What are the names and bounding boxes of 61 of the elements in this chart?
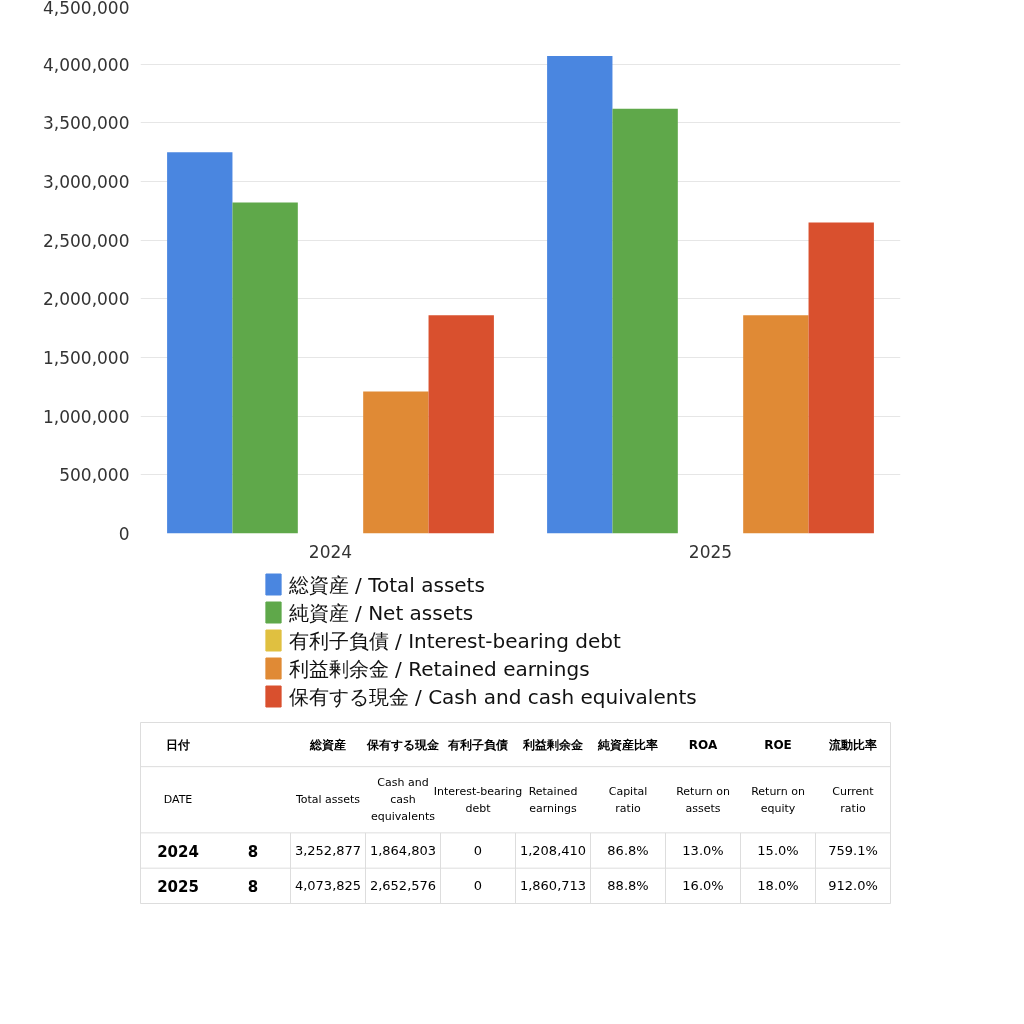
y-tick-label: 2,000,000 <box>42 289 130 310</box>
text: 2,652,576 <box>369 878 437 894</box>
y-tick-label: 4,500,000 <box>42 0 130 18</box>
text: 1,864,803 <box>369 843 437 859</box>
y-tick-label: 3,500,000 <box>42 113 130 134</box>
text: 1,860,713 <box>519 878 587 894</box>
text: Cash and cash equivalents <box>371 776 436 824</box>
y-tick-label: 4,000,000 <box>42 54 130 75</box>
text: Total assets <box>294 793 361 807</box>
text: Interest-bearing debt <box>433 784 523 815</box>
y-tick-label: 2,500,000 <box>42 230 130 251</box>
category-label: 保有する現金 <box>366 737 440 752</box>
text: 759.1% <box>828 843 878 859</box>
legend-label: 有利子負債 / Interest-bearing debt <box>288 628 621 653</box>
legend-label: 保有する現金 / Cash and cash equivalents <box>288 684 697 709</box>
text: 86.8% <box>607 843 649 859</box>
text: 1,208,410 <box>519 843 587 859</box>
category-label: 利益剰余金 <box>522 737 584 752</box>
bar <box>547 55 613 534</box>
text: 912.0% <box>828 878 878 894</box>
text: DATE <box>163 793 193 807</box>
text: 18.0% <box>757 878 799 894</box>
text: 0 <box>473 843 483 859</box>
text: 2024 <box>157 842 199 861</box>
category-label: ROA <box>688 737 718 752</box>
text: Current ratio <box>832 784 875 815</box>
text: 16.0% <box>682 878 724 894</box>
text: 4,073,825 <box>294 878 362 894</box>
text: 88.8% <box>607 878 649 894</box>
category-label: ROE <box>764 737 792 752</box>
bar <box>428 315 494 534</box>
text: 15.0% <box>757 843 799 859</box>
y-tick-label: 1,000,000 <box>42 406 130 427</box>
text: 3,252,877 <box>294 843 362 859</box>
category-label: 日付 <box>166 737 190 752</box>
text: Return on equity <box>751 784 805 815</box>
text: Capital ratio <box>608 784 648 815</box>
text: 8 <box>247 842 259 861</box>
category-label: 純資産比率 <box>597 737 658 752</box>
bar <box>808 222 874 534</box>
category-label: 総資産 <box>309 737 346 752</box>
text: 13.0% <box>682 843 724 859</box>
bar <box>232 202 298 534</box>
bar <box>743 315 809 534</box>
text: Retained earnings <box>528 784 578 815</box>
y-tick-label: 500,000 <box>59 465 130 486</box>
y-tick-label: 1,500,000 <box>42 348 130 368</box>
y-tick-label: 0 <box>118 524 130 544</box>
text: Return on assets <box>676 784 730 815</box>
y-tick-label: 3,000,000 <box>42 172 130 192</box>
text: 2025 <box>157 877 199 896</box>
legend-label: 総資産 / Total assets <box>287 572 485 597</box>
bar <box>167 152 233 534</box>
text: 8 <box>247 877 259 896</box>
legend-label: 利益剰余金 / Retained earnings <box>288 656 590 681</box>
legend-label: 純資産 / Net assets <box>288 600 474 625</box>
bar <box>612 108 678 534</box>
category-label: 流動比率 <box>828 737 877 752</box>
text: 0 <box>473 878 483 894</box>
bar <box>363 391 429 534</box>
category-label: 有利子負債 <box>447 737 508 752</box>
